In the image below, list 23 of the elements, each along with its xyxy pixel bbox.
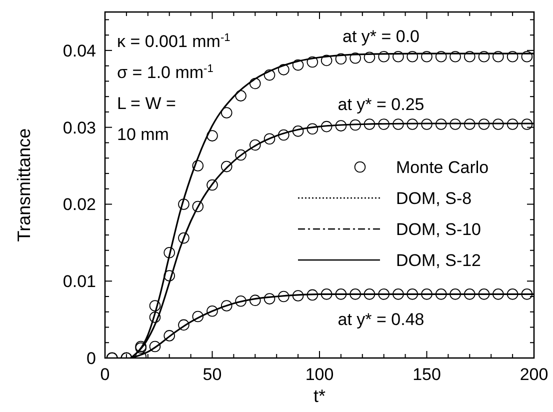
legend-label: DOM, S-10: [396, 220, 482, 239]
y-tick-label: 0.04: [62, 41, 96, 60]
y-tick-label: 0: [86, 349, 96, 368]
x-tick-label: 150: [412, 365, 441, 384]
x-axis-title: t*: [313, 386, 326, 406]
legend-label: DOM, S-12: [396, 251, 482, 270]
legend-label: DOM, S-8: [396, 189, 472, 208]
annotation: κ = 0.001 mm$^{-1}$: [117, 32, 230, 51]
x-tick-label: 50: [202, 365, 222, 384]
annotation: L = W =: [117, 94, 176, 113]
legend-label: Monte Carlo: [396, 158, 489, 177]
x-tick-label: 0: [100, 365, 110, 384]
annotation: σ = 1.0 mm$^{-1}$: [117, 63, 214, 82]
y-tick-label: 0.03: [62, 118, 96, 138]
annotation: at y* = 0.25: [338, 95, 424, 114]
y-tick-label: 0.02: [62, 195, 96, 214]
y-tick-label: 0.01: [62, 272, 96, 292]
x-tick-label: 200: [520, 365, 548, 384]
annotation: at y* = 0.48: [338, 310, 424, 329]
y-axis-title: Transmittance: [14, 128, 34, 242]
annotation: 10 mm: [117, 125, 169, 144]
x-tick-label: 100: [305, 365, 334, 384]
annotation: at y* = 0.0: [342, 27, 420, 46]
